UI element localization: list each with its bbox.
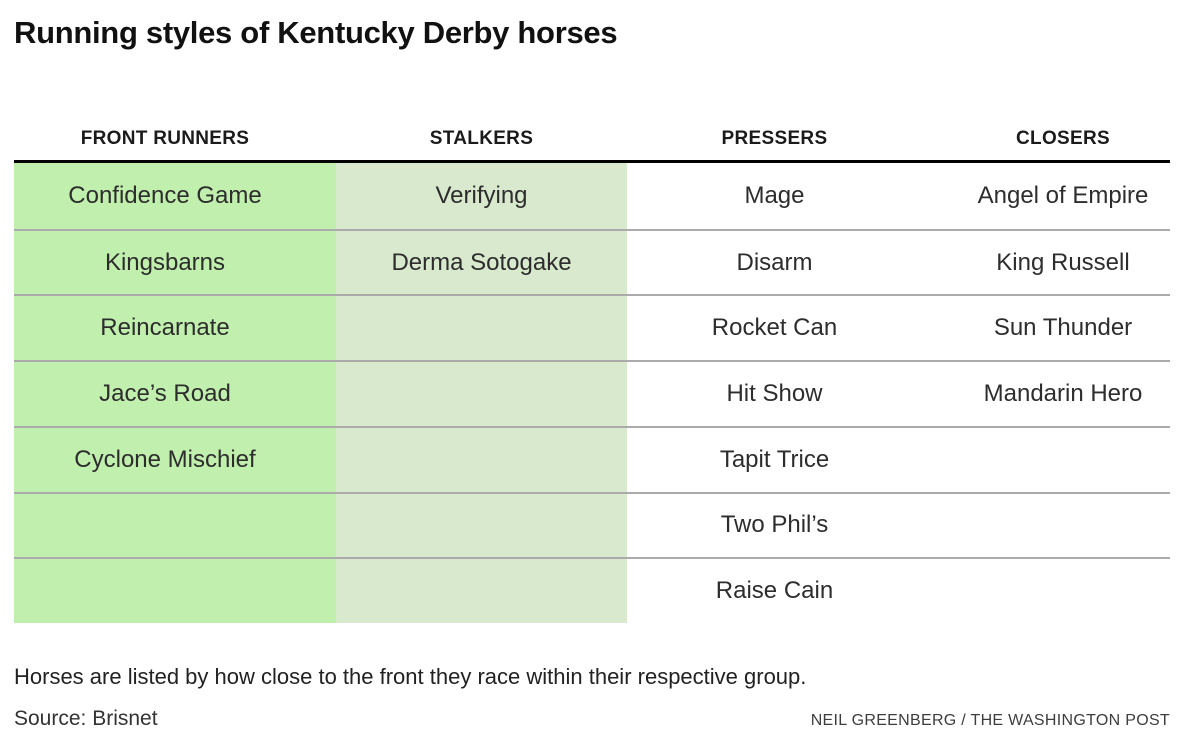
table-cell: Kingsbarns [104,248,226,276]
table-cell [922,428,1170,492]
table-cell: Verifying [435,181,528,209]
table-cell [336,494,627,558]
table-cell: Confidence Game [68,181,262,209]
table-cell [922,494,1170,558]
table-cell [336,559,627,623]
table-row: Cyclone Mischief Tapit Trice [14,425,1170,492]
table-cell: King Russell [996,248,1130,276]
table-cell: Cyclone Mischief [74,445,256,473]
table-row: Confidence Game Verifying Mage Angel of … [14,163,1170,229]
column-header-front-runners: FRONT RUNNERS [80,128,250,149]
front-runners-column-highlight [14,163,336,623]
table-cell: Jace’s Road [99,379,231,407]
table-cell: Sun Thunder [993,314,1133,342]
table-cell: Rocket Can [711,314,838,342]
table-cell: Mandarin Hero [983,379,1143,407]
table-cell [336,296,627,360]
table-cell: Hit Show [726,379,823,407]
table-cell: Raise Cain [715,577,834,605]
table-cell: Reincarnate [100,314,230,342]
chart-title: Running styles of Kentucky Derby horses [14,15,618,50]
source-label: Source: Brisnet [14,707,158,730]
table-cell: Derma Sotogake [391,248,572,276]
table-row: Reincarnate Rocket Can Sun Thunder [14,294,1170,360]
table-row: Raise Cain [14,557,1170,623]
header-rule [14,160,1170,163]
column-header-pressers: PRESSERS [721,128,828,149]
running-styles-table: Confidence Game Verifying Mage Angel of … [14,160,1170,623]
table-row: Jace’s Road Hit Show Mandarin Hero [14,360,1170,426]
table-cell [14,559,336,623]
table-header-row: FRONT RUNNERS STALKERS PRESSERS CLOSERS [14,118,1170,160]
footnote: Horses are listed by how close to the fr… [14,664,807,689]
column-header-closers: CLOSERS [1016,128,1110,149]
credit-label: NEIL GREENBERG / THE WASHINGTON POST [810,712,1170,729]
table-row: Two Phil’s [14,491,1170,558]
table-cell: Angel of Empire [977,181,1149,209]
table-cell [336,428,627,492]
table-cell [922,559,1170,623]
table-cell [336,362,627,426]
column-header-stalkers: STALKERS [429,128,534,149]
table-body: Confidence Game Verifying Mage Angel of … [14,163,1170,623]
table-cell: Disarm [736,248,813,276]
table-cell: Two Phil’s [720,511,829,539]
stalkers-column-highlight [336,163,627,623]
table-cell: Mage [744,181,805,209]
table-cell [14,494,336,558]
table-row: Kingsbarns Derma Sotogake Disarm King Ru… [14,228,1170,295]
table-cell: Tapit Trice [719,445,830,473]
